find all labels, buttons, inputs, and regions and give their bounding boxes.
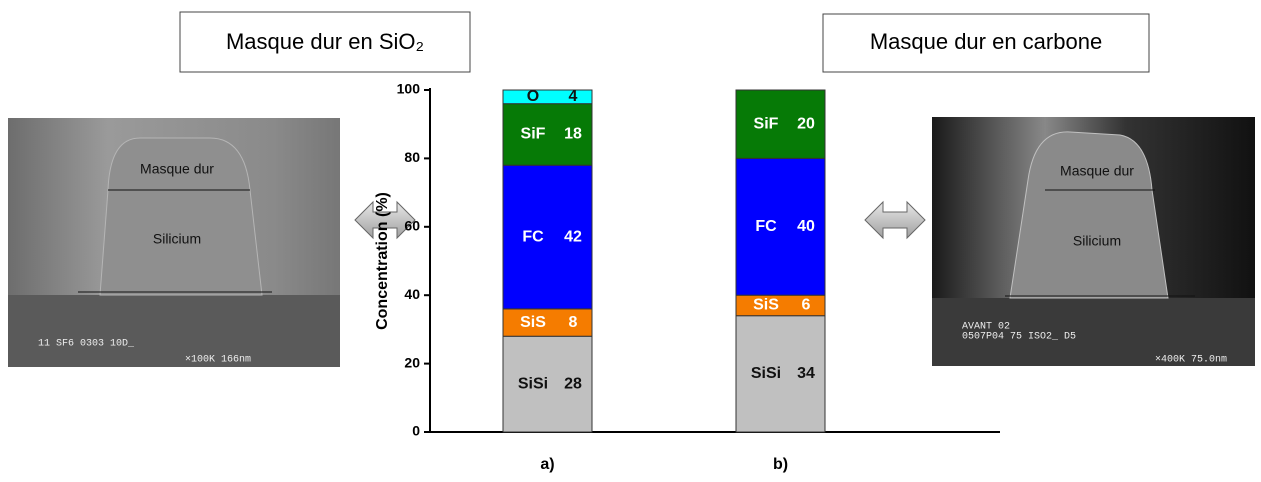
image-label: Silicium [1073,233,1121,249]
sem-image-left: Masque dur Silicium 11 SF6 0303 10D_ ×10… [8,118,340,367]
bar-segment [502,89,593,105]
x-tick-label: b) [773,456,788,473]
image-caption: 11 SF6 0303 10D_ [38,339,135,350]
value-label: 40 [797,218,815,235]
y-tick-label: 80 [404,149,420,165]
bar-segment [735,89,826,159]
segment-name: FC [755,218,777,235]
y-axis-title: Concentration (%) [374,192,391,330]
image-label: Masque dur [140,161,214,177]
image-substrate [8,295,340,367]
bar-segment [502,164,593,310]
image-pattern [1009,131,1169,299]
value-label: 6 [802,297,811,314]
box-label: Masque dur en SiO₂ [226,29,424,54]
segment-name: SiS [753,297,779,314]
segment-name: SiF [521,126,546,143]
image-pattern [99,137,263,296]
value-label: 18 [564,126,582,143]
y-tick-label: 20 [404,354,420,370]
double-arrow [864,200,926,240]
value-label: 34 [797,365,815,382]
value-label: 20 [797,115,815,132]
image-caption: AVANT 02 [962,322,1010,333]
sem-image-right: Masque dur Silicium AVANT 02 0507P04 75 … [932,117,1255,366]
title-box [179,11,471,73]
image-substrate [932,298,1255,366]
segment-name: SiSi [518,375,548,392]
image-label: Silicium [153,231,201,247]
image-caption: 0507P04 75 ISO2_ D5 [962,332,1076,343]
value-label: 8 [569,314,578,331]
segment-name: SiF [754,115,779,132]
value-label: 28 [564,375,582,392]
value-label: 4 [569,88,578,105]
bar-segment [502,103,593,166]
box-label: Masque dur en carbone [870,29,1102,54]
double-arrow [354,200,416,240]
segment-name: FC [522,228,544,245]
x-tick-label: a) [540,456,554,473]
bar-segment [502,308,593,337]
segment-name: O [527,88,539,105]
bar-segment [502,335,593,433]
value-label: 42 [564,228,582,245]
bar-segment [735,157,826,296]
y-tick-label: 40 [404,286,420,302]
y-tick-label: 60 [404,218,420,234]
image-caption: ×400K 75.0nm [1155,355,1227,366]
image-caption: ×100K 166nm [185,355,251,366]
y-tick-label: 0 [412,423,420,439]
image-label: Masque dur [1060,163,1134,179]
y-tick-label: 100 [397,81,421,97]
bar-segment [735,315,826,433]
segment-name: SiS [520,314,546,331]
title-box [822,13,1150,73]
segment-name: SiSi [751,365,781,382]
bar-segment [735,294,826,317]
